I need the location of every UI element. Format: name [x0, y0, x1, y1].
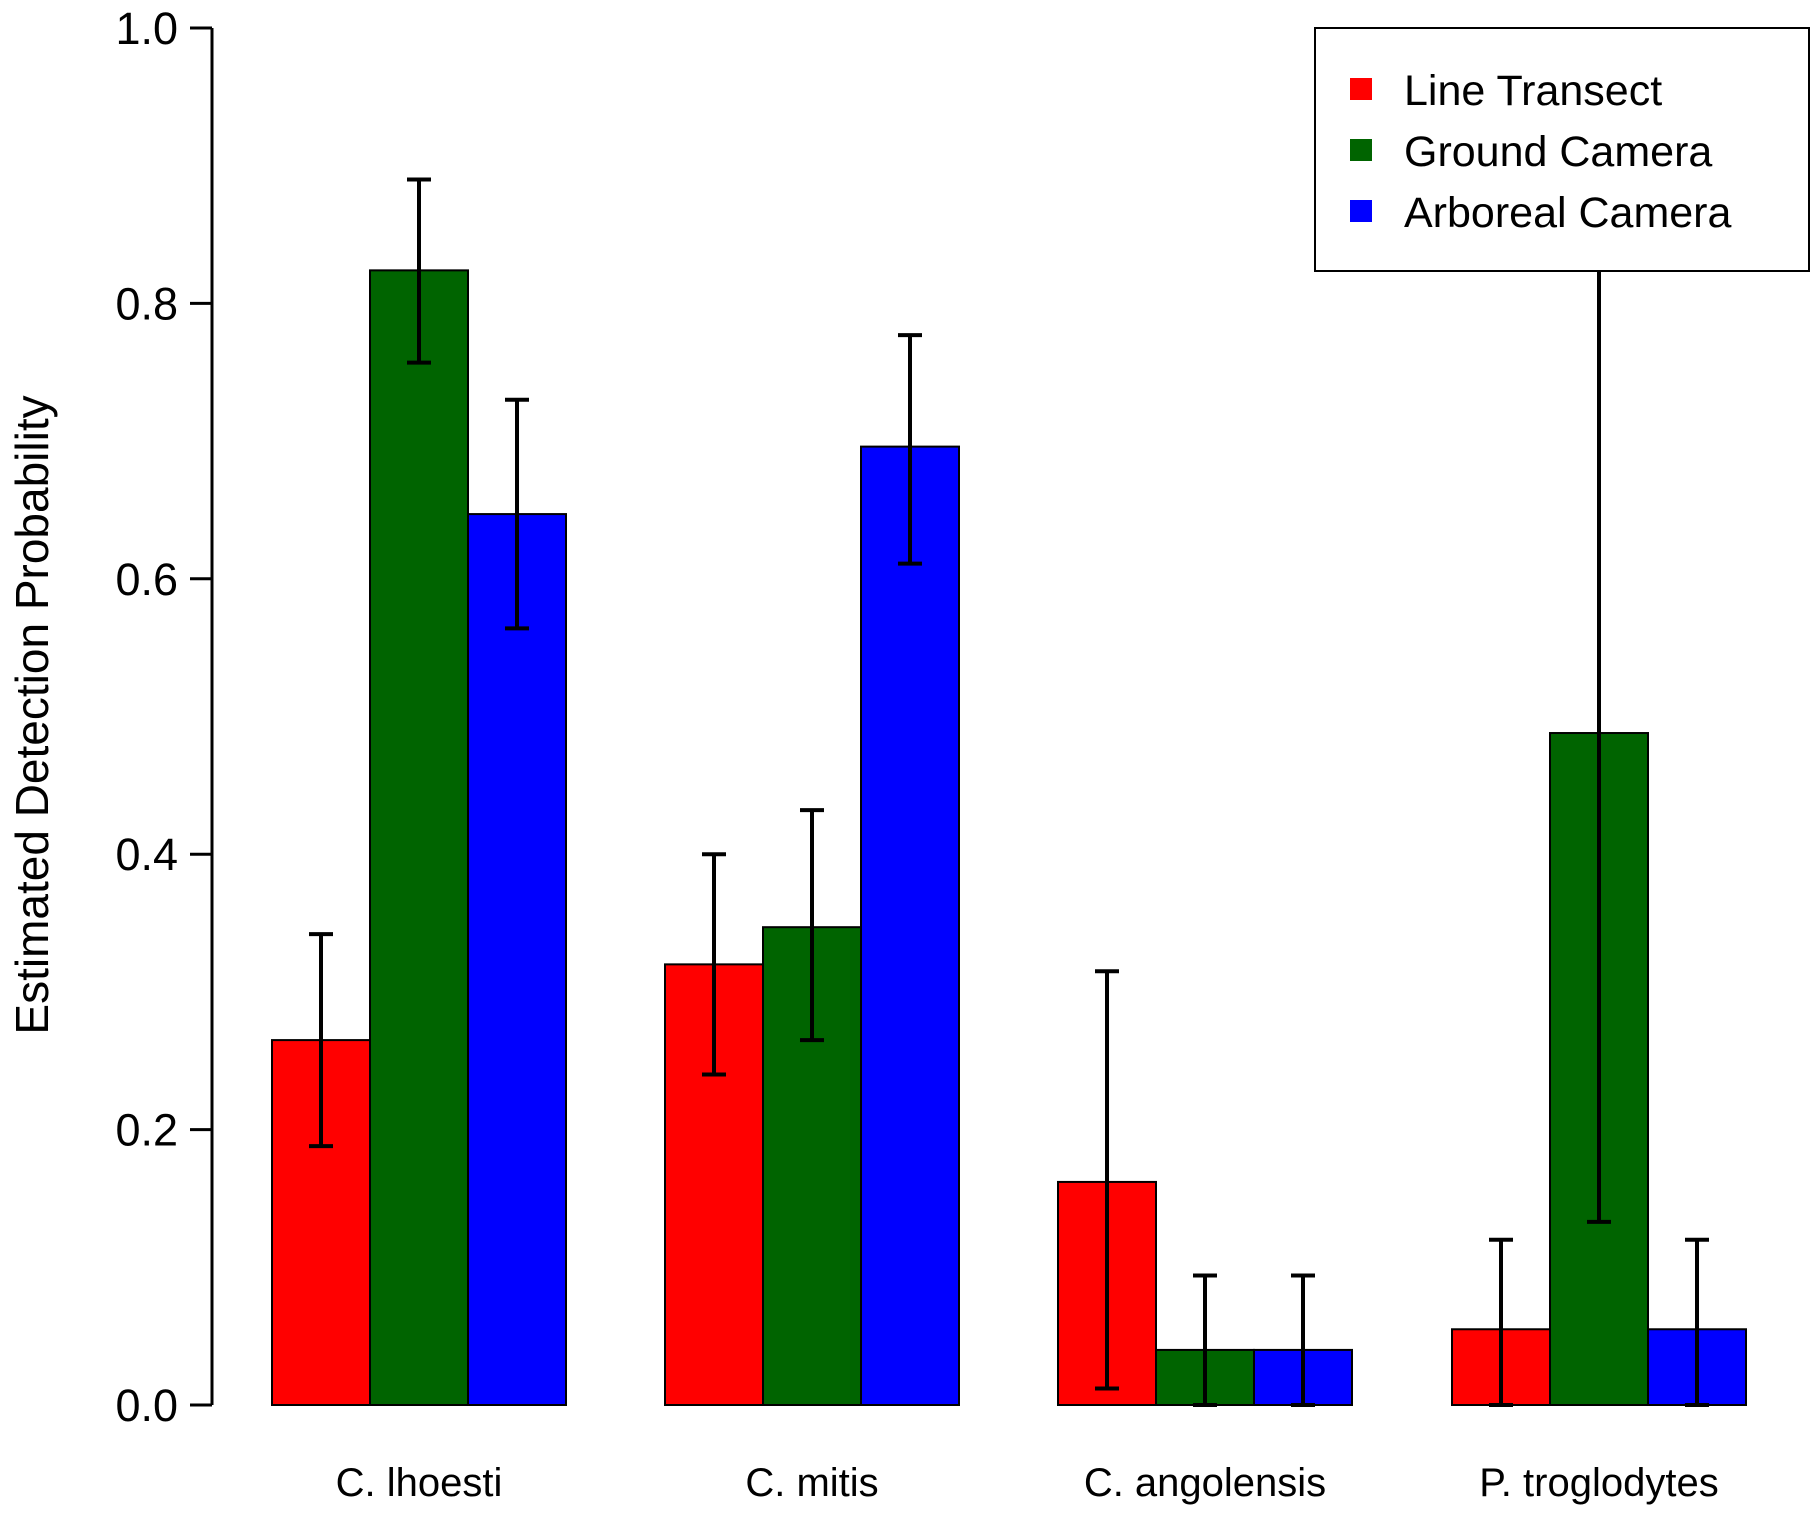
y-tick-label: 0.4 [115, 829, 178, 880]
category-label: C. lhoesti [336, 1461, 503, 1505]
bar-arboreal-camera-2 [860, 445, 960, 1407]
legend: Line Transect Ground Camera Arboreal Camer… [1314, 27, 1810, 272]
y-axis: 0.0 0.2 0.4 0.6 0.8 1.0 [115, 3, 214, 1431]
legend-label: Line Transect [1404, 67, 1662, 115]
legend-swatch [1350, 139, 1372, 161]
error-bar-group [309, 177, 1709, 1407]
category-labels: C. lhoesti C. mitis C. angolensis P. troglo… [336, 1461, 1719, 1505]
bar-arboreal-camera-1 [467, 513, 567, 1406]
y-tick-label: 0.8 [115, 278, 178, 329]
legend-box [1314, 27, 1810, 272]
category-label: C. mitis [745, 1461, 878, 1505]
legend-label: Ground Camera [1404, 128, 1712, 176]
legend-swatch [1350, 200, 1372, 222]
y-tick-label: 0.2 [115, 1105, 178, 1156]
legend-label: Arboreal Camera [1404, 189, 1731, 237]
y-tick-label: 1.0 [115, 3, 178, 54]
y-tick-label: 0.0 [115, 1380, 178, 1431]
bar-ground-camera-1 [369, 269, 469, 1406]
y-tick-label: 0.6 [115, 554, 178, 605]
category-label: P. troglodytes [1479, 1461, 1718, 1505]
y-axis-title: Estimated Detection Probability [6, 395, 58, 1034]
category-label: C. angolensis [1084, 1461, 1326, 1505]
legend-swatch [1350, 78, 1372, 100]
